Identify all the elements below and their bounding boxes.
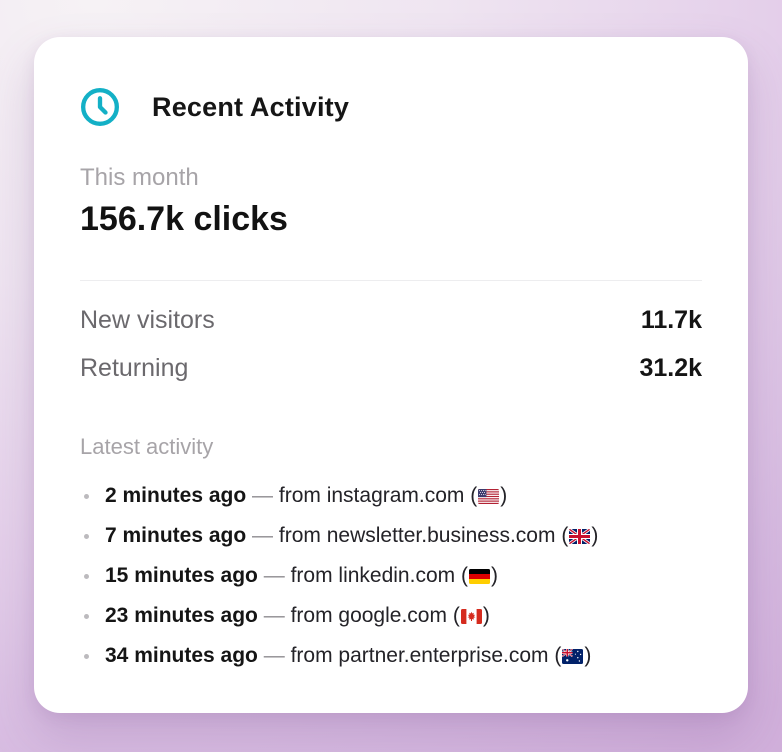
paren-close: ) xyxy=(500,484,508,507)
activity-item: 7 minutes ago — from newsletter.business… xyxy=(80,516,702,556)
latest-activity-label: Latest activity xyxy=(80,434,214,459)
flag-de-icon xyxy=(468,568,490,584)
activity-time: 34 minutes ago xyxy=(105,644,258,667)
stat-label-new-visitors: New visitors xyxy=(80,306,215,334)
recent-activity-card: Recent Activity This month 156.7k clicks… xyxy=(34,37,748,713)
period-label: This month xyxy=(80,164,199,191)
card-header: Recent Activity xyxy=(80,87,702,127)
activity-time: 23 minutes ago xyxy=(105,604,258,627)
stat-row-new-visitors: New visitors 11.7k xyxy=(80,303,702,337)
bullet-dot xyxy=(84,493,89,499)
stats-list: New visitors 11.7k Returning 31.2k xyxy=(80,303,702,385)
activity-list: 2 minutes ago — from instagram.com () 7 m… xyxy=(80,476,702,676)
activity-source: from instagram.com xyxy=(278,484,471,507)
activity-time: 15 minutes ago xyxy=(105,564,258,587)
paren-open: ( xyxy=(554,644,562,667)
flag-ca-icon xyxy=(460,608,482,624)
bullet-dot xyxy=(84,613,89,619)
dash-separator: — xyxy=(257,564,291,587)
bullet-dot xyxy=(84,533,89,539)
paren-close: ) xyxy=(490,564,498,587)
dash-separator: — xyxy=(257,644,291,667)
clicks-total: 156.7k clicks xyxy=(80,200,288,238)
activity-item: 15 minutes ago — from linkedin.com () xyxy=(80,556,702,596)
clock-icon xyxy=(80,87,120,127)
flag-gb-icon xyxy=(569,528,591,544)
dash-separator: — xyxy=(246,484,279,507)
stat-value-returning: 31.2k xyxy=(639,354,702,382)
dash-separator: — xyxy=(246,524,279,547)
activity-item: 23 minutes ago — from google.com () xyxy=(80,596,702,636)
activity-time: 2 minutes ago xyxy=(105,484,247,507)
activity-source: from partner.enterprise.com xyxy=(290,644,555,667)
paren-open: ( xyxy=(470,484,478,507)
dash-separator: — xyxy=(257,604,291,627)
paren-close: ) xyxy=(584,644,592,667)
activity-time: 7 minutes ago xyxy=(105,524,247,547)
divider xyxy=(80,280,702,281)
bullet-dot xyxy=(84,653,89,659)
paren-open: ( xyxy=(561,524,569,547)
paren-open: ( xyxy=(460,564,468,587)
stat-label-returning: Returning xyxy=(80,354,189,382)
paren-close: ) xyxy=(482,604,490,627)
stat-value-new-visitors: 11.7k xyxy=(640,306,702,334)
card-title: Recent Activity xyxy=(152,92,350,122)
bullet-dot xyxy=(84,573,89,579)
stat-row-returning: Returning 31.2k xyxy=(80,351,702,385)
activity-source: from newsletter.business.com xyxy=(278,524,562,547)
flag-us-icon xyxy=(478,488,500,504)
paren-open: ( xyxy=(452,604,460,627)
activity-item: 2 minutes ago — from instagram.com () xyxy=(80,476,702,516)
flag-au-icon xyxy=(562,648,584,664)
activity-item: 34 minutes ago — from partner.enterprise… xyxy=(80,636,702,676)
paren-close: ) xyxy=(591,524,599,547)
activity-source: from linkedin.com xyxy=(290,564,461,587)
activity-source: from google.com xyxy=(290,604,453,627)
